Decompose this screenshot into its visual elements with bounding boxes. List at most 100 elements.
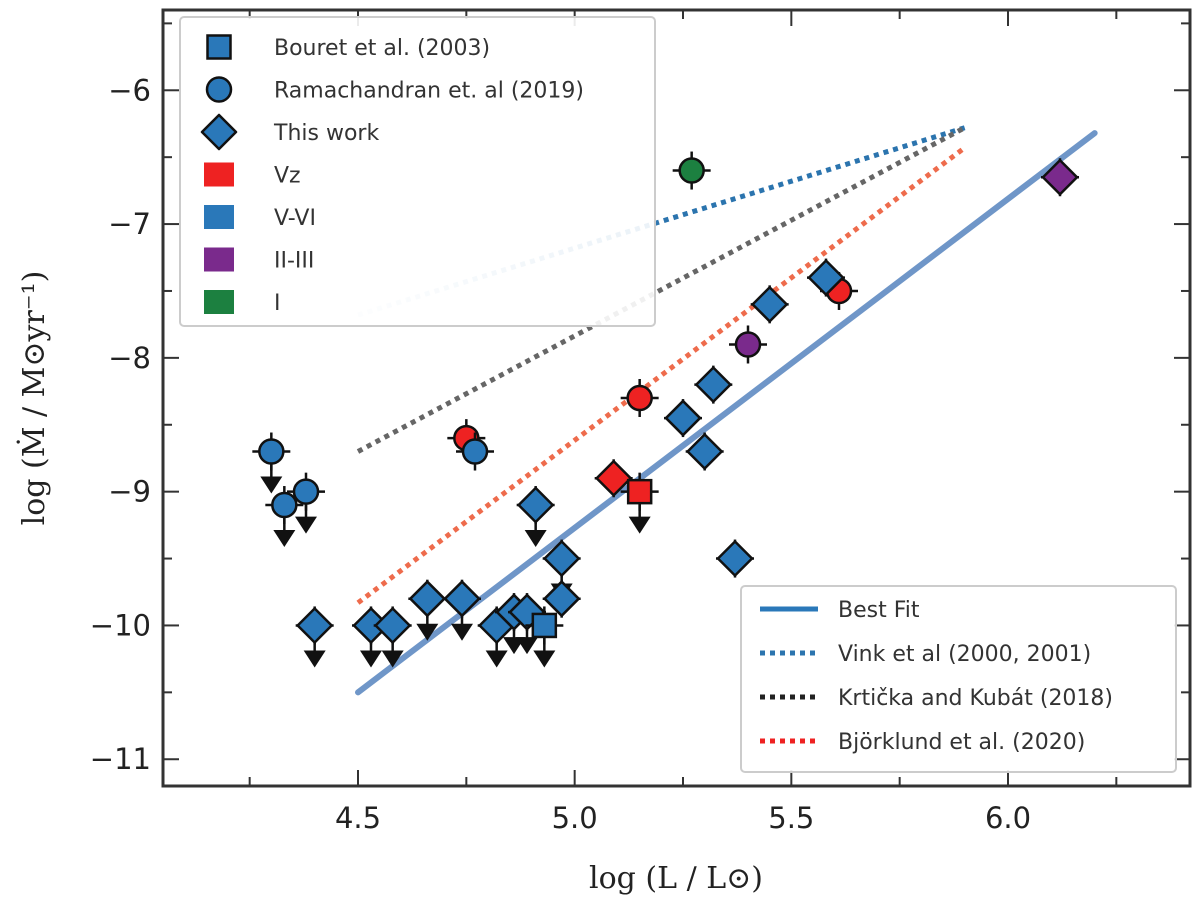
x-tick-label: 6.0 <box>985 801 1031 835</box>
upper-limit-arrow <box>303 650 326 668</box>
legend-color-patch <box>204 205 234 229</box>
data-point-this-work <box>295 606 334 668</box>
bjorklund-line <box>356 145 967 605</box>
marker-diamond <box>664 399 702 437</box>
upper-limit-arrow <box>451 623 473 641</box>
marker-circle <box>461 438 489 465</box>
data-point-this-work <box>716 539 754 578</box>
legend-label: Krtička and Kubát (2018) <box>838 686 1113 711</box>
data-point-this-work <box>443 579 481 641</box>
legend-entry: Vink et al (2000, 2001) <box>760 642 1091 667</box>
data-points <box>252 151 1079 668</box>
legend-top-box <box>179 16 656 327</box>
upper-limit-arrow <box>485 650 508 668</box>
y-tick-label: −7 <box>108 207 151 241</box>
marker-diamond <box>686 433 723 470</box>
marker-square <box>531 612 558 639</box>
legend-label: Vz <box>274 164 301 189</box>
upper-limit-arrow <box>416 623 439 641</box>
legend-marker-diamond <box>200 113 238 151</box>
upper-limit-arrow <box>260 476 283 494</box>
upper-limit-arrow <box>533 650 556 668</box>
data-point-this-work <box>542 579 581 618</box>
legend-entry: Bouret et al. (2003) <box>206 34 490 61</box>
data-point-this-work <box>750 285 789 324</box>
legend-color-patch <box>204 290 234 314</box>
marker-diamond <box>296 607 333 644</box>
y-tick-label: −11 <box>90 742 151 776</box>
data-point-ramachandran <box>287 472 325 534</box>
legend-label: Ramachandran et. al (2019) <box>274 79 584 104</box>
upper-limit-arrow <box>360 650 382 668</box>
legend-entry: I <box>204 290 281 316</box>
y-tick-label: −8 <box>108 341 151 375</box>
legend-entry: Krtička and Kubát (2018) <box>760 686 1113 711</box>
data-point-ramachandran <box>265 486 304 548</box>
marker-diamond <box>695 366 732 403</box>
legend-bottom-box <box>740 585 1177 773</box>
legend-label: II-III <box>274 249 314 274</box>
marker-diamond <box>409 580 446 617</box>
legend-entry: Björklund et al. (2020) <box>760 730 1085 755</box>
legend-marker-square <box>206 34 232 60</box>
data-point-this-work <box>685 432 724 471</box>
legend-entry: Ramachandran et. al (2019) <box>205 76 584 104</box>
legend-entry: This work <box>200 113 379 151</box>
upper-limit-arrow <box>524 530 547 548</box>
krticka-line <box>356 125 966 454</box>
y-tick-label: −6 <box>108 73 151 107</box>
x-tick-label: 5.5 <box>768 801 814 835</box>
data-point-this-work <box>807 258 845 297</box>
marker-circle <box>258 438 285 465</box>
x-tick-label: 5.0 <box>552 801 598 835</box>
upper-limit-arrow <box>273 530 296 548</box>
data-point-this-work <box>1041 158 1079 197</box>
legend-entry: Best Fit <box>760 598 920 623</box>
marker-diamond <box>517 486 554 524</box>
marker-circle <box>678 157 705 184</box>
marker-diamond <box>374 607 411 644</box>
marker-circle <box>734 331 762 358</box>
marker-circle <box>626 384 653 412</box>
data-point-bouret <box>620 472 659 534</box>
data-point-bouret <box>525 606 564 668</box>
y-axis-title: log (Ṁ / M⊙yr⁻¹) <box>16 271 52 526</box>
data-point-ramachandran <box>729 325 767 364</box>
legend-entry: V-VI <box>204 205 316 231</box>
y-tick-label: −9 <box>108 475 151 509</box>
y-tick-label: −10 <box>90 608 151 642</box>
marker-circle <box>271 491 298 519</box>
data-point-ramachandran <box>252 432 291 494</box>
data-point-this-work <box>664 399 702 438</box>
legend-color-patch <box>204 247 234 272</box>
legend-label: I <box>274 291 281 316</box>
marker-square <box>626 478 653 505</box>
marker-diamond <box>716 540 754 577</box>
data-point-this-work <box>694 365 733 404</box>
legend-label: V-VI <box>274 206 316 231</box>
legend-spectral-class: Bouret et al. (2003) Ramachandran et. al … <box>179 16 656 327</box>
legend-entry: II-III <box>204 247 314 274</box>
data-point-ramachandran <box>620 379 659 417</box>
data-point-this-work <box>408 579 447 641</box>
marker-diamond <box>543 540 580 577</box>
data-point-this-work <box>373 606 412 668</box>
data-point-ramachandran <box>672 151 711 190</box>
marker-diamond <box>595 460 632 497</box>
legend-label: Björklund et al. (2020) <box>838 730 1085 755</box>
data-point-this-work <box>516 486 555 548</box>
legend-color-patch <box>204 162 234 187</box>
upper-limit-arrow <box>628 516 651 534</box>
marker-diamond <box>543 580 580 617</box>
data-point-ramachandran <box>456 432 494 471</box>
data-point-this-work <box>594 459 633 498</box>
x-tick-label: 4.5 <box>335 801 381 835</box>
marker-diamond <box>807 259 845 296</box>
legend-models: Best Fit Vink et al (2000, 2001) Krtička … <box>740 585 1177 773</box>
legend-marker-circle <box>205 76 233 103</box>
upper-limit-arrow <box>295 516 317 534</box>
legend-label: Best Fit <box>838 598 920 623</box>
legend-label: This work <box>273 121 379 146</box>
upper-limit-arrow <box>381 650 404 668</box>
